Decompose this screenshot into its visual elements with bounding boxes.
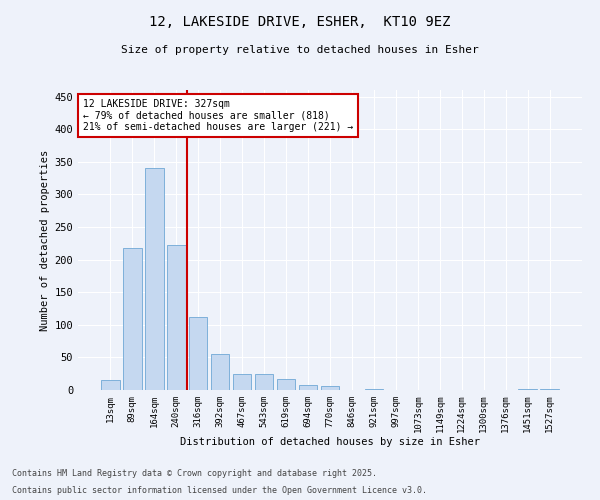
Bar xyxy=(233,374,251,390)
Bar xyxy=(277,379,295,390)
Bar xyxy=(255,374,274,390)
Text: 12, LAKESIDE DRIVE, ESHER,  KT10 9EZ: 12, LAKESIDE DRIVE, ESHER, KT10 9EZ xyxy=(149,15,451,29)
Bar xyxy=(145,168,164,390)
Bar xyxy=(211,354,229,390)
Bar xyxy=(123,248,142,390)
Bar xyxy=(365,388,383,390)
Bar xyxy=(167,244,185,390)
X-axis label: Distribution of detached houses by size in Esher: Distribution of detached houses by size … xyxy=(180,436,480,446)
Bar xyxy=(299,385,317,390)
Text: 12 LAKESIDE DRIVE: 327sqm
← 79% of detached houses are smaller (818)
21% of semi: 12 LAKESIDE DRIVE: 327sqm ← 79% of detac… xyxy=(83,99,353,132)
Text: Contains HM Land Registry data © Crown copyright and database right 2025.: Contains HM Land Registry data © Crown c… xyxy=(12,468,377,477)
Bar xyxy=(541,388,559,390)
Bar xyxy=(518,388,537,390)
Bar xyxy=(101,380,119,390)
Y-axis label: Number of detached properties: Number of detached properties xyxy=(40,150,50,330)
Bar xyxy=(189,317,208,390)
Bar xyxy=(320,386,340,390)
Text: Contains public sector information licensed under the Open Government Licence v3: Contains public sector information licen… xyxy=(12,486,427,495)
Text: Size of property relative to detached houses in Esher: Size of property relative to detached ho… xyxy=(121,45,479,55)
